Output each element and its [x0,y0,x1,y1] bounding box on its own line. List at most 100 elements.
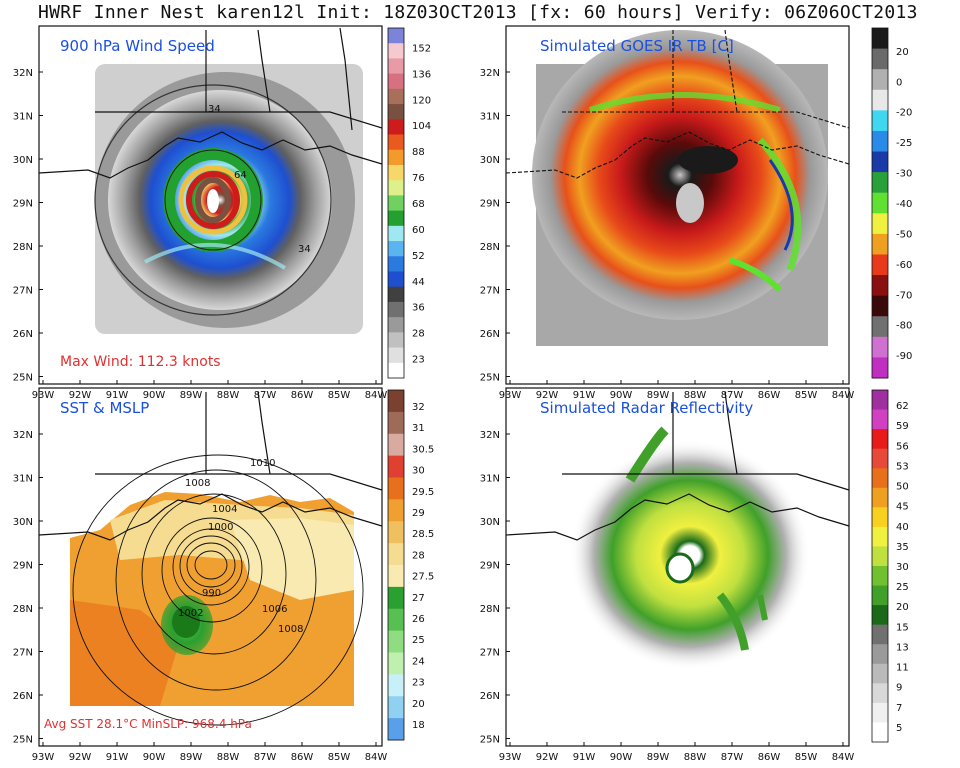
lat-label: 25N [13,735,33,746]
lat-label: 32N [13,68,33,79]
colorbar-swatch [872,605,888,626]
colorbar-swatch [388,134,404,151]
colorbar-label: -90 [896,351,912,362]
lat-label: 30N [13,517,33,528]
colorbar-frame [387,389,405,741]
colorbar-label: 23 [412,678,425,689]
lon-label: 91W [106,390,129,401]
lon-label: 86W [758,752,781,763]
colorbar-label: 28 [412,329,425,340]
colorbar-label: -30 [896,169,912,180]
colorbar-label: 7 [896,703,902,714]
colorbar-swatch [388,411,404,435]
colorbar-swatch [872,409,888,430]
colorbar-swatch [388,433,404,457]
ir-field [532,30,828,346]
colorbar-swatch [872,172,888,194]
colorbar-label: 45 [896,502,909,513]
colorbar-swatch [388,455,404,478]
colorbar-sst: 32 31 30.5 30 29.5 29 28.5 28 27.5 27 26 25 24 23 20 18 [387,389,434,741]
lon-label: 85W [795,752,818,763]
lon-label: 88W [684,390,707,401]
colorbar-label: 40 [896,522,909,533]
colorbar-label: 5 [896,723,902,734]
colorbar-swatch [872,110,888,132]
colorbar-swatch [872,663,888,684]
colorbar-label: 30.5 [412,444,434,455]
colorbar-swatch [388,521,404,544]
lon-label: 91W [573,752,596,763]
colorbar-swatch [872,526,888,547]
colorbar-swatch [388,149,404,166]
lon-label: 87W [721,390,744,401]
colorbar-swatch [388,119,404,136]
colorbar-swatch [388,180,404,196]
colorbar-label: 59 [896,421,909,432]
colorbar-label: 35 [896,542,909,553]
lat-label: 27N [480,286,500,297]
lon-label: 88W [217,752,240,763]
colorbar-swatch [388,630,404,653]
colorbar-swatch [388,73,404,90]
colorbar-label: 26 [412,614,425,625]
lat-label: 30N [480,155,500,166]
colorbar-label: 104 [412,121,431,132]
panel-title-radar: Simulated Radar Reflectivity [540,399,753,417]
colorbar-swatch [388,286,404,303]
lat-label: 28N [13,242,33,253]
colorbar-swatch [872,702,888,723]
colorbar-swatch [872,275,888,297]
isobar-label: 1004 [212,504,237,515]
colorbar-swatch [388,543,404,566]
panel-radar: Simulated Radar Reflectivity 62595653504… [505,387,909,747]
lon-label: 92W [536,752,559,763]
isobar-label: 1002 [178,608,203,619]
colorbar-swatch [388,256,404,272]
colorbar-swatch [872,233,888,255]
max-wind-note: Max Wind: 112.3 knots [60,354,221,370]
lat-label: 29N [480,561,500,572]
lat-label: 31N [13,112,33,123]
colorbar-swatch [872,546,888,567]
colorbar-label: 60 [412,225,425,236]
colorbar-swatch [388,652,404,675]
lat-label: 26N [13,691,33,702]
colorbar-frame [387,27,405,379]
colorbar-label: -40 [896,199,912,210]
colorbar-swatch [872,624,888,645]
colorbar-label: -25 [896,138,912,149]
lon-label: 93W [32,752,55,763]
colorbar-swatch [872,429,888,450]
colorbar-swatch [872,48,888,70]
lat-label: 31N [480,474,500,485]
lat-label: 31N [480,112,500,123]
sst-frame [38,387,383,747]
sst-coastlines [38,391,383,541]
lat-label: 27N [480,648,500,659]
radar-frame [505,387,850,747]
lon-label: 90W [143,752,166,763]
lat-label: 26N [480,329,500,340]
colorbar-swatch [872,722,888,743]
colorbar-label: 152 [412,43,431,54]
colorbar-swatch [872,28,888,50]
colorbar-label: 88 [412,147,425,158]
lon-label: 88W [684,752,707,763]
colorbar-label: 29 [412,508,425,519]
lon-label: 90W [610,752,633,763]
colorbar-swatch [388,195,404,212]
colorbar-label: -20 [896,108,912,119]
colorbar-swatch [388,390,404,413]
colorbar-label: 36 [412,303,425,314]
colorbar-swatch [388,58,404,75]
wind-coastlines [38,27,383,179]
lat-label: 29N [13,199,33,210]
colorbar-label: 25 [412,635,425,646]
colorbar-swatch [872,192,888,214]
lon-label: 89W [647,752,670,763]
lat-label: 30N [13,155,33,166]
colorbar-swatch [388,271,404,288]
lon-label: 88W [217,390,240,401]
isobar-label: 1008 [278,624,303,635]
colorbar-wind: 152 136 120 104 88 76 68 60 52 44 36 28 23 [387,27,431,379]
